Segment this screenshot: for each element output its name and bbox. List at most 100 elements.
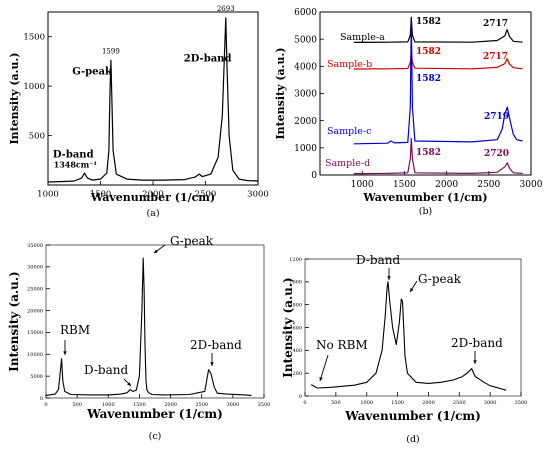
- x-tick-label: 2500: [453, 400, 466, 406]
- y-tick-label: 200: [292, 371, 302, 377]
- x-tick-label: 1500: [393, 180, 416, 190]
- arrow-head: [319, 377, 323, 381]
- arrow-head: [387, 276, 391, 280]
- x-tick-label: 2500: [195, 402, 208, 408]
- y-tick-label: 500: [29, 132, 45, 142]
- chart-panel-b: 1000 1500 2000 2500 3000 0 1000 2000 3000 4000 500…: [274, 8, 543, 217]
- y-tick-label: 1500: [23, 33, 45, 43]
- peak-position-label: 2717: [483, 52, 508, 62]
- arrow-line: [319, 354, 329, 382]
- arrow-head: [154, 249, 158, 253]
- annotation-label: G-peak: [72, 66, 113, 77]
- x-tick-label: 1000: [37, 190, 59, 200]
- y-axis-label: Intensity (a.u.): [274, 47, 287, 139]
- series-name-label: Sample-b: [327, 59, 372, 70]
- arrow-head: [410, 288, 414, 292]
- annotation-label: 2D-band: [190, 338, 242, 352]
- chart-panel-d: 0 500 1000 1500 2000 2500 3000 3500 0 200 400 600 80…: [281, 253, 527, 445]
- x-axis-label: Wavenumber (1/cm): [344, 409, 481, 423]
- y-tick-label: 1000: [289, 280, 302, 286]
- x-tick-label: 1000: [102, 402, 115, 408]
- x-tick-label: 3000: [520, 180, 543, 190]
- y-tick-label: 0: [40, 396, 43, 402]
- x-tick-label: 2500: [195, 190, 217, 200]
- y-tick-label: 800: [292, 302, 302, 308]
- y-tick-label: 20000: [27, 308, 43, 314]
- x-tick-label: 3500: [258, 402, 271, 408]
- y-tick-label: 0: [299, 394, 302, 400]
- series-name-label: Sample-c: [327, 126, 371, 137]
- x-tick-label: 500: [72, 402, 82, 408]
- x-tick-label: 500: [331, 400, 341, 406]
- annotation-label: 1599: [102, 47, 120, 55]
- arrow-head: [63, 351, 67, 355]
- peak-position-label: 2720: [484, 149, 509, 159]
- annotation-label: D-band: [356, 253, 400, 267]
- x-tick-label: 2500: [477, 180, 500, 190]
- peak-position-label: 1582: [416, 17, 441, 27]
- x-tick-label: 1500: [391, 400, 404, 406]
- peak-position-label: 2719: [484, 112, 509, 122]
- y-axis-label: Intensity (a.u.): [281, 277, 295, 377]
- plot-frame: [45, 244, 265, 399]
- annotation-label: RBM: [60, 323, 90, 337]
- series-name-label: Sample-d: [325, 158, 370, 169]
- y-tick-label: 10000: [27, 352, 43, 358]
- x-tick-label: 3500: [515, 400, 528, 406]
- series-line-sample-d: [353, 137, 523, 175]
- y-tick-label: 4000: [294, 62, 317, 72]
- peak-position-label: 1582: [416, 47, 441, 57]
- peak-position-label: 1582: [416, 74, 441, 84]
- y-tick-label: 1000: [294, 144, 317, 154]
- y-tick-label: 600: [292, 325, 302, 331]
- y-tick-label: 15000: [27, 330, 43, 336]
- series-line: [310, 281, 507, 391]
- annotation-label: D-band: [84, 363, 128, 377]
- arrow-head: [127, 382, 131, 386]
- annotation-label: No RBM: [316, 338, 368, 352]
- annotation-label: 2693: [217, 5, 235, 13]
- annotation-label: 2D-band: [184, 53, 232, 64]
- y-axis-label: Intensity (a.u.): [8, 52, 21, 144]
- y-tick-label: 3000: [294, 90, 317, 100]
- series-line-sample-a: [353, 16, 523, 43]
- peak-position-label: 1582: [416, 148, 441, 158]
- y-tick-label: 2000: [294, 117, 317, 127]
- x-tick-label: 1500: [90, 190, 112, 200]
- y-tick-label: 1000: [23, 82, 45, 92]
- x-tick-label: 2000: [422, 400, 435, 406]
- arrow-head: [210, 362, 214, 366]
- x-tick-label: 1000: [351, 180, 374, 190]
- series-line: [45, 257, 252, 396]
- peak-position-label: 2717: [483, 19, 508, 29]
- annotation-label: G-peak: [170, 234, 214, 248]
- panel-label: (b): [419, 206, 433, 217]
- plot-frame: [304, 258, 522, 397]
- panel-label: (d): [406, 434, 420, 445]
- y-tick-label: 0: [311, 171, 317, 181]
- y-tick-label: 400: [292, 348, 302, 354]
- y-tick-label: 5000: [294, 35, 317, 45]
- series-line-sample-b: [353, 52, 523, 70]
- series-line: [47, 17, 259, 183]
- chart-panel-a: 1000 1500 2000 2500 300050010001500Wavenumbe…: [8, 5, 269, 219]
- x-tick-label: 0: [44, 402, 47, 408]
- x-axis-label: Wavenumber (1/cm): [362, 191, 487, 204]
- annotation-label: 1348cm⁻¹: [54, 160, 97, 170]
- x-tick-label: 3000: [247, 190, 269, 200]
- arrow-head: [473, 360, 477, 364]
- chart-panel-c: 0 500 1000 1500 2000 2500 3000 3500050001000015…: [7, 234, 270, 442]
- x-axis-label: Wavenumber (1/cm): [86, 407, 223, 421]
- x-tick-label: 3000: [484, 400, 497, 406]
- panel-label: (a): [146, 208, 159, 219]
- x-tick-label: 1500: [133, 402, 146, 408]
- y-tick-label: 25000: [27, 286, 43, 292]
- x-axis-label: Wavenumber (1/cm): [90, 191, 215, 204]
- x-tick-label: 0: [303, 400, 306, 406]
- x-tick-label: 2000: [142, 190, 164, 200]
- annotation-label: 2D-band: [451, 336, 503, 350]
- y-tick-label: 1200: [289, 257, 302, 263]
- x-tick-label: 2000: [435, 180, 458, 190]
- annotation-label: D-band: [53, 149, 94, 160]
